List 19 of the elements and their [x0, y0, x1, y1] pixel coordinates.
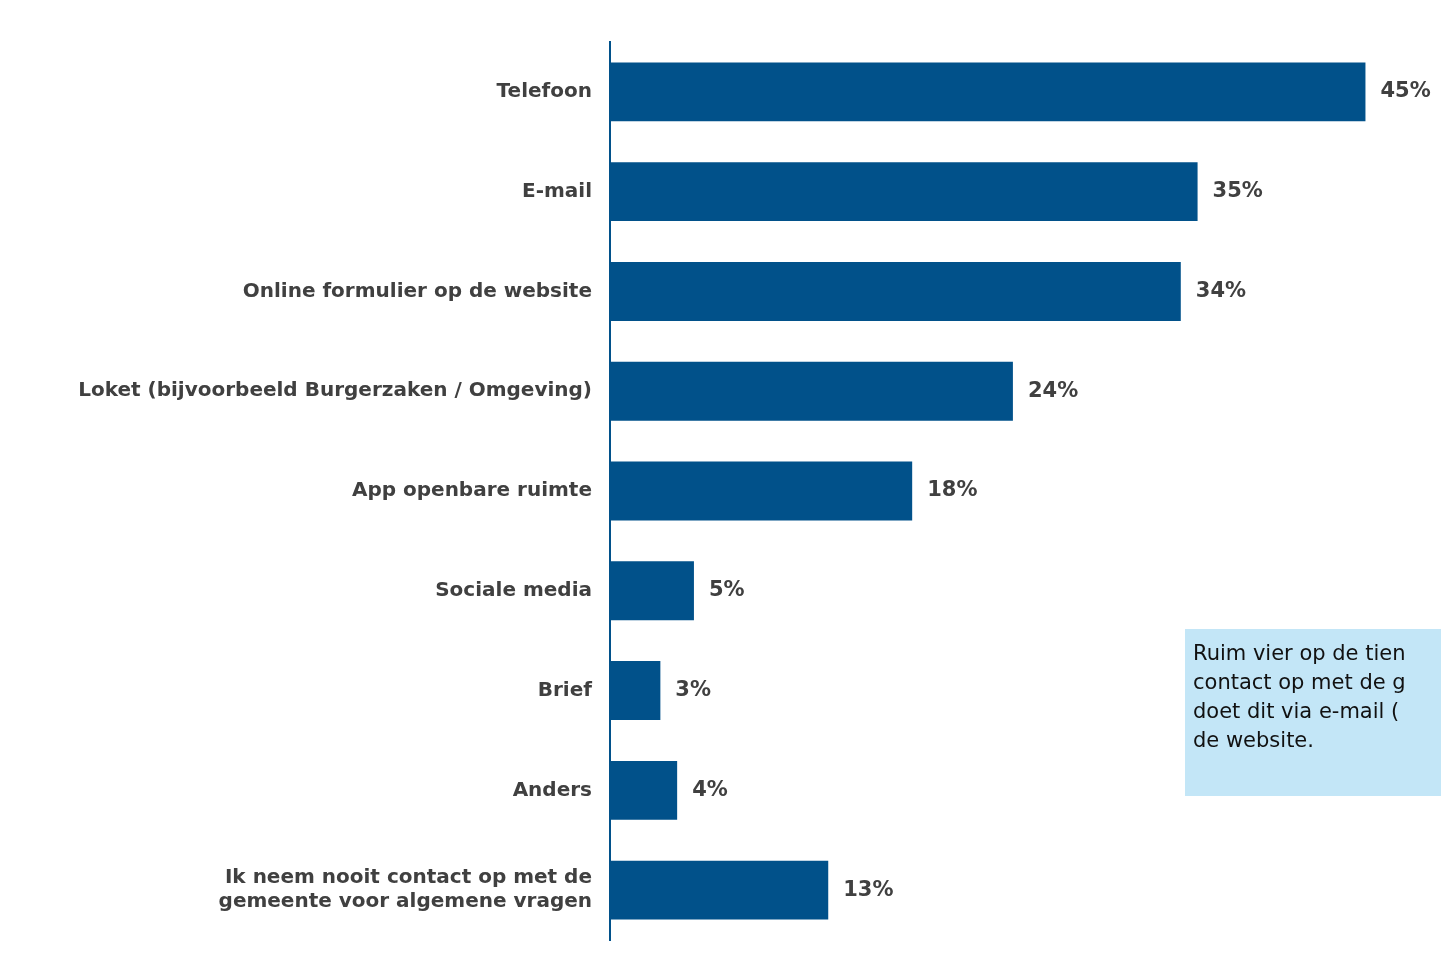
callout-box: Ruim vier op de tien contact op met de g doet dit via e-mail ( de website.	[1185, 629, 1441, 796]
data-label: 35%	[1212, 178, 1263, 203]
y-tick-label: Sociale media	[435, 576, 592, 601]
data-label: 3%	[675, 677, 712, 702]
data-label: 5%	[708, 577, 745, 602]
y-tick-label: App openbare ruimte	[351, 477, 592, 502]
y-tick-label: Ik neem nooit contact op met de gemeente voor algemene vragen	[218, 864, 592, 913]
y-tick-label: Anders	[512, 776, 592, 801]
data-label: 45%	[1380, 78, 1431, 103]
y-tick-label: Online formulier op de website	[242, 277, 592, 302]
data-label: 18%	[927, 477, 978, 502]
data-label: 13%	[843, 876, 894, 901]
y-tick-label: Brief	[537, 676, 593, 701]
y-tick-label: Telefoon	[496, 78, 592, 103]
data-label: 4%	[692, 776, 728, 801]
data-label: 24%	[1027, 377, 1079, 402]
data-label: 34%	[1195, 277, 1247, 302]
y-tick-label: Loket (bijvoorbeeld Burgerzaken / Omgeving)	[78, 377, 592, 402]
y-tick-label: E-mail	[521, 177, 592, 202]
